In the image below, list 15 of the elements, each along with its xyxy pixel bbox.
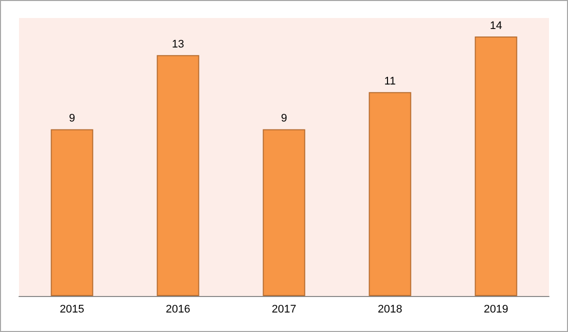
x-tick-label: 2018	[378, 304, 402, 316]
x-tick-label: 2019	[484, 304, 508, 316]
x-tick-label: 2015	[60, 304, 84, 316]
data-label: 9	[280, 112, 288, 125]
bar	[50, 129, 94, 296]
x-tick-label: 2017	[272, 304, 296, 316]
bar	[474, 36, 518, 296]
bar	[156, 55, 200, 296]
bar	[262, 129, 306, 296]
data-label: 9	[68, 112, 76, 125]
bar	[368, 92, 412, 296]
x-tick-label: 2016	[166, 304, 190, 316]
data-label: 13	[172, 38, 184, 51]
data-label: 11	[384, 76, 396, 88]
data-label: 14	[490, 20, 502, 32]
